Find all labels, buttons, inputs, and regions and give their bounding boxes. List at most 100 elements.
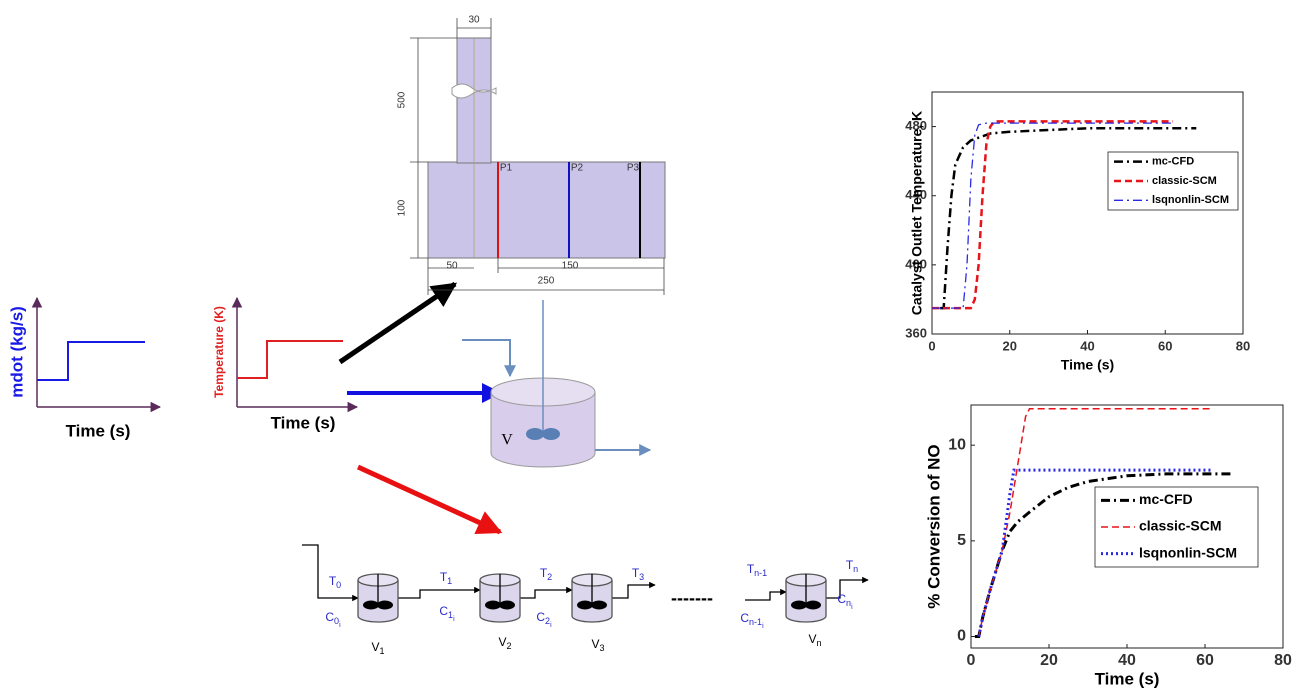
label-sub: n [817,638,822,648]
legend-label: classic-SCM [1152,175,1217,187]
legend-label: mc-CFD [1139,491,1193,507]
stream-label: V1 [371,640,384,656]
label-sub: 1 [447,576,452,586]
legend-label: lsqnonlin-SCM [1139,544,1237,560]
x-tick-label: 40 [1080,338,1094,353]
y-axis-label: Temperature (K) [212,306,226,398]
label-base: V [591,637,599,651]
y-axis-label: % Conversion of NO [924,444,943,608]
stream-label: Vn [808,632,821,648]
input-plot-mdot [37,298,160,407]
label-base: V [808,632,816,646]
tanks-in-series [302,545,868,622]
step-signal [37,342,145,380]
x-tick-label: 20 [1003,338,1017,353]
inlet [462,340,510,376]
stream-label: T0 [329,574,341,590]
stream [398,590,480,598]
label-subsub: i [339,622,341,629]
label-sub: 2 [507,641,512,651]
arrow [340,284,455,362]
label-sub: n-1 [749,617,762,627]
reactor-geometry [410,18,665,295]
y-axis-label: mdot (kg/s) [7,306,26,398]
label-sub: 2 [547,572,552,582]
impeller [377,601,393,610]
input-plot-temperature [237,298,357,407]
impeller [591,601,607,610]
figure: mdot (kg/s) Time (s) Temperature (K) Time (… [0,0,1296,689]
plot-area [932,92,1243,334]
stream-label: T1 [440,570,452,586]
stream-label: T2 [540,566,552,582]
dimension-label: 50 [446,261,458,272]
label-subsub: i [851,604,853,611]
x-axis-label: Time (s) [1061,357,1114,373]
impeller [577,601,593,610]
impeller [485,601,501,610]
channel [428,162,665,258]
x-axis-label: Time (s) [271,413,336,432]
page: mdot (kg/s) Time (s) Temperature (K) Time (… [0,0,1296,689]
probe-label: P2 [571,163,584,174]
impeller [805,601,821,610]
stream-label: Tn-1 [747,562,767,578]
stream [745,592,786,600]
label-subsub: i [453,616,455,623]
x-tick-label: 20 [1040,652,1058,669]
label-base: C [837,592,846,606]
dimension-label: 500 [397,91,408,108]
label-sub: n [853,564,858,574]
probe-label: P3 [627,163,640,174]
x-tick-label: 80 [1236,338,1250,353]
label-sub: 3 [639,572,644,582]
stream-label: C1i [439,604,455,623]
impeller [499,601,515,610]
label-sub: n-1 [754,568,767,578]
x-axis-label: Time (s) [66,421,131,440]
x-axis-label: Time (s) [1095,669,1160,688]
stream-label: V2 [498,635,511,651]
label-subsub: i [550,622,552,629]
y-tick-label: 0 [957,628,966,645]
label-sub: 0 [336,580,341,590]
volume-label: V [501,432,513,449]
stream [826,580,868,598]
label-base: V [371,640,379,654]
legend-label: classic-SCM [1139,518,1221,534]
cstr [462,300,650,467]
stream [302,545,358,598]
impeller [363,601,379,610]
label-base: C [740,611,749,625]
stream-label: Tn [846,558,858,574]
label-subsub: i [762,623,764,630]
x-tick-label: 0 [967,652,976,669]
label-base: C [536,610,545,624]
stream-label: Cn-1i [740,611,764,630]
label-base: C [325,610,334,624]
x-tick-label: 0 [928,338,935,353]
stream [612,585,655,598]
legend-label: mc-CFD [1152,156,1194,168]
x-tick-label: 80 [1274,652,1292,669]
label-base: C [439,604,448,618]
x-tick-label: 60 [1158,338,1172,353]
stream-label: C2i [536,610,552,629]
label-sub: 3 [600,643,605,653]
x-tick-label: 40 [1118,652,1136,669]
impeller [542,428,560,440]
legend-label: lsqnonlin-SCM [1152,194,1229,206]
stream [520,590,572,598]
label-sub: 1 [380,646,385,656]
step-signal [237,341,343,378]
dimension-label: 150 [562,261,579,272]
stream-label: T3 [632,566,644,582]
y-tick-label: 10 [948,436,966,453]
dimension-label: 250 [538,276,555,287]
impeller [791,601,807,610]
arrow [358,467,500,532]
probe-label: P1 [500,163,513,174]
y-axis-label: Catalyst Outlet Temperature, K [909,111,925,315]
stream-label: V3 [591,637,604,653]
dimension-label: 30 [468,15,480,26]
